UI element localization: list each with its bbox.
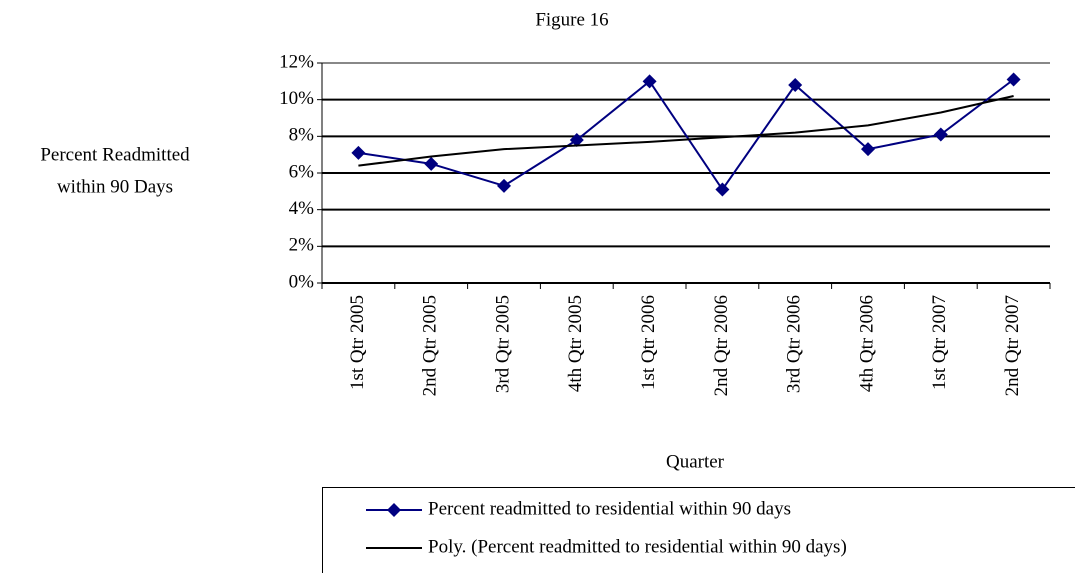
legend-box (322, 487, 1075, 573)
y-tick-label: 10% (279, 88, 314, 109)
data-point (351, 145, 366, 160)
x-tick-label: 2nd Qtr 2006 (711, 295, 732, 396)
y-axis-label: Percent Readmitted (40, 144, 190, 165)
legend-label: Poly. (Percent readmitted to residential… (428, 536, 847, 557)
x-tick-label: 2nd Qtr 2005 (420, 295, 441, 396)
data-point (788, 78, 803, 92)
y-tick-label: 0% (289, 271, 315, 292)
data-point (642, 74, 657, 89)
x-tick-label: 3rd Qtr 2006 (784, 295, 805, 393)
y-axis-label: within 90 Days (57, 176, 173, 197)
y-tick-label: 6% (289, 161, 315, 182)
y-tick-label: 2% (289, 235, 315, 256)
x-tick-label: 1st Qtr 2007 (929, 295, 950, 390)
x-tick-label: 1st Qtr 2006 (638, 295, 659, 390)
legend-marker (387, 503, 401, 517)
x-tick-label: 2nd Qtr 2007 (1002, 295, 1023, 396)
chart-title: Figure 16 (535, 9, 608, 30)
data-point (715, 182, 730, 197)
x-tick-label: 4th Qtr 2005 (565, 295, 586, 392)
x-tick-label: 4th Qtr 2006 (856, 295, 877, 392)
y-tick-label: 8% (289, 125, 315, 146)
x-tick-label: 1st Qtr 2005 (347, 295, 368, 390)
data-point (1006, 72, 1021, 87)
data-point (933, 127, 948, 142)
data-point (569, 133, 584, 147)
data-point (424, 156, 439, 171)
x-tick-label: 3rd Qtr 2005 (492, 295, 513, 393)
trend-line (358, 95, 1014, 167)
data-point (497, 178, 511, 193)
y-tick-label: 4% (289, 198, 315, 219)
x-axis-label: Quarter (666, 451, 725, 472)
legend-label: Percent readmitted to residential within… (428, 498, 791, 519)
data-point (861, 142, 875, 157)
data-line (358, 78, 1015, 192)
y-tick-label: 12% (279, 51, 314, 72)
